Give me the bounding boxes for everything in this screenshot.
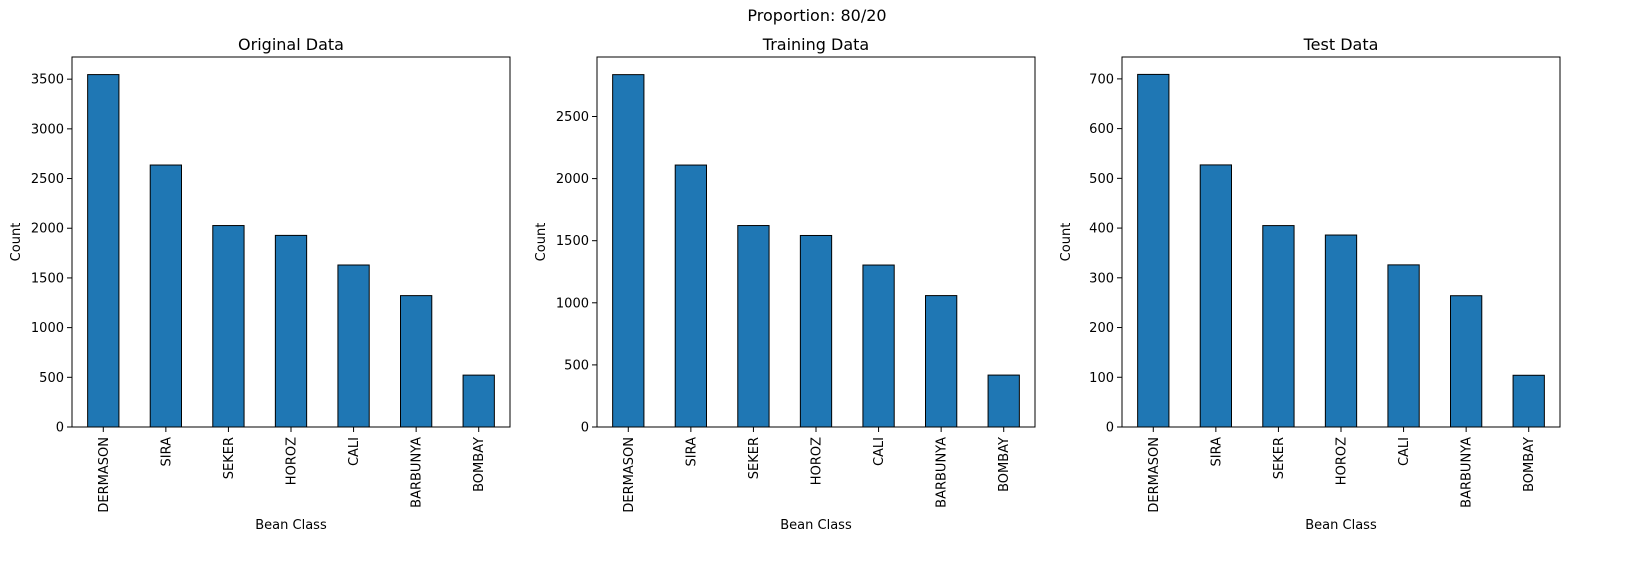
x-tick-label: CALI bbox=[1397, 437, 1412, 466]
x-tick-label: BARBUNYA bbox=[1460, 437, 1475, 508]
bar-cali bbox=[862, 264, 895, 428]
bar-sira bbox=[1199, 164, 1232, 428]
chart-title: Original Data bbox=[238, 35, 344, 54]
bar-dermason bbox=[87, 74, 120, 428]
bar-barbunya bbox=[1450, 295, 1483, 428]
bar-cali bbox=[1387, 264, 1420, 428]
x-tick-label: HOROZ bbox=[285, 437, 300, 485]
bar-barbunya bbox=[400, 295, 433, 428]
x-tick-label: SIRA bbox=[159, 437, 174, 467]
y-tick-label: 1000 bbox=[31, 321, 64, 336]
bar-seker bbox=[737, 225, 770, 428]
bar-dermason bbox=[1137, 73, 1170, 428]
x-tick-label: BARBUNYA bbox=[935, 437, 950, 508]
x-tick-label: CALI bbox=[872, 437, 887, 466]
y-tick-label: 2000 bbox=[31, 222, 64, 237]
bar-seker bbox=[1262, 225, 1295, 428]
y-tick-label: 1500 bbox=[556, 234, 589, 249]
x-tick-label: SEKER bbox=[222, 437, 237, 479]
y-tick-label: 3000 bbox=[31, 122, 64, 137]
bar-horoz bbox=[274, 234, 308, 428]
bar-sira bbox=[149, 164, 182, 428]
y-tick-label: 200 bbox=[1089, 321, 1114, 336]
x-axis-label: Bean Class bbox=[1305, 518, 1377, 533]
bar-barbunya bbox=[925, 295, 958, 428]
y-axis-label: Count bbox=[534, 223, 549, 262]
x-tick-label: DERMASON bbox=[1147, 437, 1162, 513]
bar-sira bbox=[674, 164, 708, 428]
x-axis-label: Bean Class bbox=[780, 518, 852, 533]
y-tick-label: 500 bbox=[564, 358, 589, 373]
chart-title: Training Data bbox=[762, 35, 869, 54]
y-tick-label: 0 bbox=[1106, 421, 1114, 436]
y-tick-label: 2500 bbox=[556, 110, 589, 125]
x-tick-label: DERMASON bbox=[97, 437, 112, 513]
bar-horoz bbox=[1324, 234, 1358, 428]
y-tick-label: 2000 bbox=[556, 172, 589, 187]
x-tick-label: BOMBAY bbox=[472, 437, 487, 492]
y-tick-label: 1000 bbox=[556, 296, 589, 311]
x-tick-label: BOMBAY bbox=[1522, 437, 1537, 492]
bar-horoz bbox=[799, 234, 833, 428]
bar-bombay bbox=[462, 374, 495, 428]
bar-seker bbox=[212, 225, 245, 428]
x-tick-label: SEKER bbox=[747, 437, 762, 479]
bar-bombay bbox=[1512, 374, 1545, 428]
x-tick-label: BARBUNYA bbox=[410, 437, 425, 508]
y-tick-label: 1500 bbox=[31, 271, 64, 286]
y-tick-label: 2500 bbox=[31, 172, 64, 187]
x-axis-label: Bean Class bbox=[255, 518, 327, 533]
figure-title: Proportion: 80/20 bbox=[747, 6, 887, 25]
x-tick-label: DERMASON bbox=[622, 437, 637, 513]
x-tick-label: BOMBAY bbox=[997, 437, 1012, 492]
y-tick-label: 100 bbox=[1089, 371, 1114, 386]
y-axis-label: Count bbox=[9, 223, 24, 262]
y-tick-label: 600 bbox=[1089, 122, 1114, 137]
y-tick-label: 700 bbox=[1089, 72, 1114, 87]
bar-dermason bbox=[612, 74, 645, 428]
bar-cali bbox=[337, 264, 370, 428]
y-tick-label: 300 bbox=[1089, 271, 1114, 286]
y-tick-label: 0 bbox=[581, 421, 589, 436]
y-tick-label: 3500 bbox=[31, 73, 64, 88]
x-tick-label: SIRA bbox=[1209, 437, 1224, 467]
bar-bombay bbox=[987, 374, 1020, 428]
y-axis-label: Count bbox=[1059, 223, 1074, 262]
x-tick-label: SIRA bbox=[684, 437, 699, 467]
x-tick-label: HOROZ bbox=[810, 437, 825, 485]
y-tick-label: 0 bbox=[56, 421, 64, 436]
x-tick-label: SEKER bbox=[1272, 437, 1287, 479]
y-tick-label: 400 bbox=[1089, 222, 1114, 237]
chart-title: Test Data bbox=[1303, 35, 1379, 54]
y-tick-label: 500 bbox=[39, 371, 64, 386]
x-tick-label: HOROZ bbox=[1335, 437, 1350, 485]
x-tick-label: CALI bbox=[347, 437, 362, 466]
y-tick-label: 500 bbox=[1089, 172, 1114, 187]
